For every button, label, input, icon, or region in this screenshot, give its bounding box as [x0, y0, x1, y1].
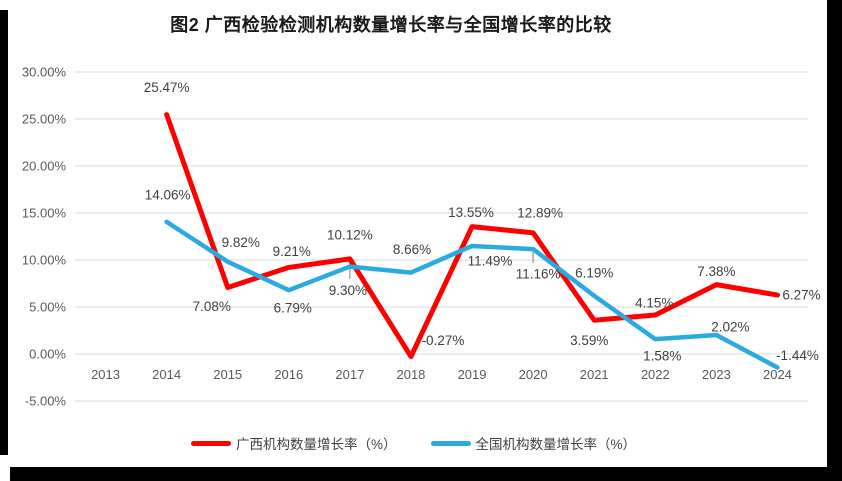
x-tick-label: 2014	[152, 367, 181, 382]
data-label-guangxi: 6.27%	[782, 288, 820, 303]
y-tick-label: 30.00%	[22, 65, 67, 80]
legend-label-national: 全国机构数量增长率（%）	[475, 437, 637, 452]
legend-label-guangxi: 广西机构数量增长率（%）	[235, 437, 397, 452]
data-label-national: -1.44%	[776, 348, 819, 363]
data-label-national: 6.19%	[575, 265, 613, 280]
page-edge-right	[827, 0, 842, 481]
data-label-guangxi: 13.55%	[448, 205, 494, 220]
y-tick-label: 10.00%	[22, 253, 67, 268]
y-tick-label: -5.00%	[25, 394, 67, 409]
x-tick-label: 2021	[580, 367, 609, 382]
data-label-national: 2.02%	[711, 320, 749, 335]
data-label-guangxi: 25.47%	[144, 80, 190, 95]
series-line-national	[164, 219, 780, 370]
y-tick-label: 25.00%	[22, 112, 67, 127]
page-edge-bottom	[10, 467, 842, 481]
data-label-guangxi: 10.12%	[327, 227, 373, 242]
page-edge-left	[0, 10, 8, 455]
chart-title: 图2 广西检验检测机构数量增长率与全国增长率的比较	[170, 15, 612, 35]
x-tick-label: 2022	[641, 367, 670, 382]
legend-swatch-blue-line	[430, 440, 471, 446]
x-tick-label: 2016	[274, 367, 303, 382]
data-label-guangxi: 7.08%	[193, 299, 231, 314]
x-tick-label: 2023	[702, 367, 731, 382]
data-label-guangxi: 4.15%	[635, 295, 673, 310]
data-label-guangxi: 9.21%	[273, 244, 311, 259]
data-label-national: 9.30%	[329, 283, 367, 298]
legend-item-guangxi-series: 广西机构数量增长率（%）	[190, 433, 397, 453]
data-label-national: 11.16%	[516, 267, 561, 282]
data-label-national: 8.66%	[393, 242, 431, 257]
y-tick-label: 20.00%	[22, 159, 67, 174]
x-tick-label: 2015	[213, 367, 242, 382]
data-label-national: 11.49%	[468, 253, 513, 268]
x-tick-label: 2013	[91, 367, 120, 382]
y-tick-label: 0.00%	[29, 347, 66, 362]
chart-legend: 广西机构数量增长率（%） 全国机构数量增长率（%）	[0, 433, 827, 453]
y-tick-label: 15.00%	[22, 206, 67, 221]
y-tick-label: 5.00%	[29, 300, 66, 315]
x-tick-label: 2019	[458, 367, 487, 382]
data-label-guangxi: -0.27%	[422, 333, 465, 348]
x-tick-label: 2020	[519, 367, 548, 382]
data-label-national: 9.82%	[222, 235, 260, 250]
data-label-national: 14.06%	[145, 187, 191, 202]
x-tick-label: 2018	[396, 367, 425, 382]
legend-item-national-series: 全国机构数量增长率（%）	[430, 433, 637, 453]
legend-swatch-red-line	[190, 440, 231, 446]
data-label-national: 1.58%	[643, 349, 681, 364]
data-label-guangxi: 3.59%	[570, 333, 608, 348]
data-label-guangxi: 7.38%	[697, 264, 735, 279]
x-tick-label: 2024	[763, 367, 792, 382]
data-label-guangxi: 12.89%	[517, 205, 563, 220]
series-line-guangxi	[164, 112, 780, 360]
x-tick-label: 2017	[335, 367, 364, 382]
data-label-national: 6.79%	[274, 301, 312, 316]
